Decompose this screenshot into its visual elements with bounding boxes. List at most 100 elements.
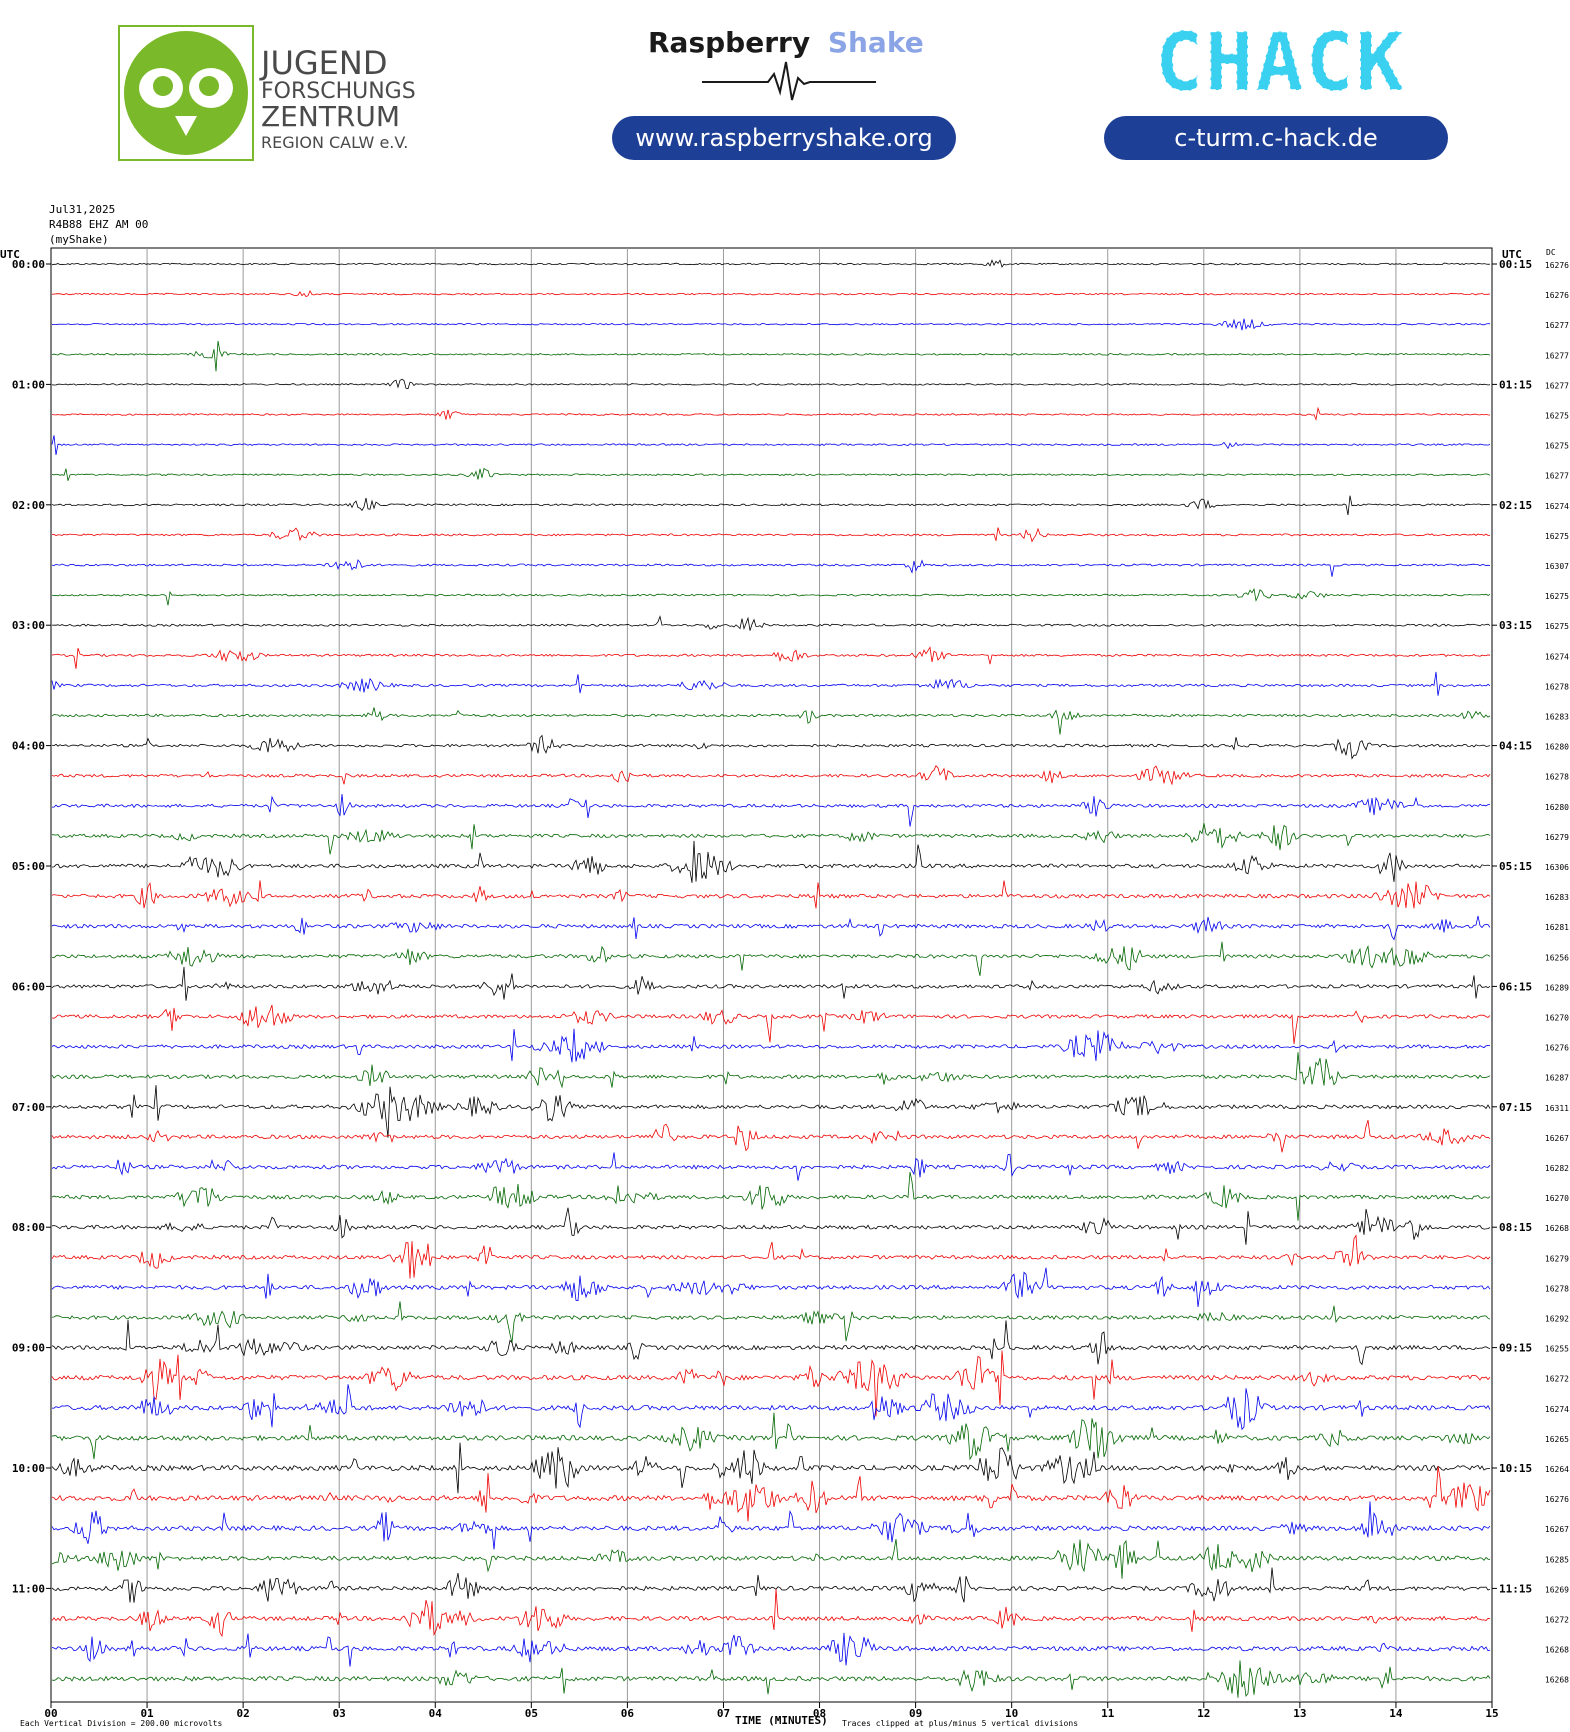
- trace-line: [51, 1207, 1491, 1245]
- dc-value: 16267: [1545, 1525, 1569, 1534]
- dc-value: 16275: [1545, 532, 1569, 541]
- left-axis-label: UTC: [0, 248, 20, 261]
- time-label-right: 01:15: [1499, 378, 1532, 391]
- dc-value: 16307: [1545, 562, 1569, 571]
- time-label-left: 09:00: [12, 1342, 45, 1355]
- trace-line: [51, 495, 1491, 516]
- trace-line: [51, 340, 1491, 372]
- time-label-left: 04:00: [12, 740, 45, 753]
- time-label-right: 09:15: [1499, 1342, 1532, 1355]
- trace-line: [51, 259, 1491, 268]
- time-label-left: 02:00: [12, 499, 45, 512]
- dc-value: 16275: [1545, 592, 1569, 601]
- meta-station: R4B88 EHZ AM 00: [49, 218, 148, 231]
- raspberryshake-url-pill[interactable]: www.raspberryshake.org: [612, 116, 956, 160]
- trace-line: [51, 823, 1491, 855]
- trace-line: [51, 1384, 1491, 1431]
- meta-source: (myShake): [49, 233, 109, 246]
- dc-value: 16275: [1545, 412, 1569, 421]
- dc-value: 16279: [1545, 833, 1569, 842]
- chack-url-pill[interactable]: c-turm.c-hack.de: [1104, 116, 1448, 160]
- x-tick-label: 00: [44, 1707, 57, 1720]
- dc-value: 16292: [1545, 1315, 1569, 1324]
- trace-line: [51, 707, 1491, 735]
- trace-line: [51, 880, 1491, 909]
- trace-line: [51, 1412, 1491, 1461]
- meta-date: Jul31,2025: [49, 203, 115, 216]
- dc-value: 16287: [1545, 1074, 1569, 1083]
- trace-line: [51, 1466, 1491, 1522]
- x-tick-label: 10: [1005, 1707, 1018, 1720]
- trace-line: [51, 1319, 1491, 1366]
- time-label-right: 00:15: [1499, 258, 1532, 271]
- time-label-left: 10:00: [12, 1462, 45, 1475]
- dc-value: 16267: [1545, 1134, 1569, 1143]
- dc-value: 16272: [1545, 1616, 1569, 1625]
- footer-right: Traces clipped at plus/minus 5 vertical …: [842, 1719, 1078, 1728]
- x-tick-label: 03: [333, 1707, 346, 1720]
- trace-line: [51, 1350, 1491, 1417]
- trace-line: [51, 1028, 1491, 1063]
- dc-value: 16276: [1545, 261, 1569, 270]
- x-tick-label: 04: [429, 1707, 443, 1720]
- chack-logo: CHACK: [1155, 28, 1406, 98]
- jfz-line2: FORSCHUNGS: [261, 79, 415, 104]
- chack-text: CHACK: [1155, 28, 1406, 98]
- trace-line: [51, 734, 1491, 760]
- dc-value: 16268: [1545, 1676, 1569, 1685]
- trace-line: [51, 646, 1491, 669]
- trace-line: [51, 587, 1491, 606]
- dc-value: 16268: [1545, 1646, 1569, 1655]
- x-tick-label: 07: [717, 1707, 730, 1720]
- x-tick-label: 02: [237, 1707, 250, 1720]
- trace-line: [51, 527, 1490, 543]
- trace-line: [51, 1539, 1491, 1579]
- dc-value: 16274: [1545, 652, 1569, 661]
- dc-value: 16278: [1545, 1284, 1569, 1293]
- dc-value: 16276: [1545, 1495, 1569, 1504]
- trace-line: [51, 406, 1491, 421]
- dc-value: 16279: [1545, 1254, 1569, 1263]
- dc-value: 16283: [1545, 893, 1569, 902]
- dc-value: 16283: [1545, 713, 1569, 722]
- dc-value: 16277: [1545, 472, 1569, 481]
- time-label-right: 06:15: [1499, 980, 1532, 993]
- trace-line: [51, 615, 1491, 631]
- trace-line: [51, 1501, 1491, 1550]
- trace-line: [51, 289, 1491, 298]
- trace-line: [51, 1171, 1491, 1221]
- x-tick-label: 06: [621, 1707, 635, 1720]
- time-label-right: 11:15: [1499, 1582, 1532, 1595]
- time-label-right: 08:15: [1499, 1221, 1532, 1234]
- trace-line: [51, 941, 1491, 976]
- trace-line: [51, 1119, 1491, 1153]
- dc-value: 16277: [1545, 321, 1569, 330]
- trace-line: [51, 1152, 1491, 1181]
- trace-line: [51, 559, 1491, 577]
- dc-label: DC: [1546, 248, 1556, 257]
- x-tick-label: 09: [909, 1707, 922, 1720]
- trace-line: [51, 318, 1491, 331]
- dc-value: 16311: [1545, 1104, 1569, 1113]
- raspberryshake-logo: Raspberry Shake: [648, 26, 924, 101]
- x-tick-label: 11: [1101, 1707, 1115, 1720]
- trace-line: [51, 1267, 1491, 1308]
- dc-value: 16281: [1545, 923, 1569, 932]
- dc-value: 16255: [1545, 1345, 1569, 1354]
- footer-left: Each Vertical Division = 200.00 microvol…: [20, 1719, 222, 1728]
- dc-value: 16264: [1545, 1465, 1569, 1474]
- dc-value: 16278: [1545, 773, 1569, 782]
- time-label-left: 11:00: [12, 1582, 45, 1595]
- dc-value: 16272: [1545, 1375, 1569, 1384]
- time-label-right: 10:15: [1499, 1462, 1532, 1475]
- trace-line: [51, 966, 1491, 1001]
- dc-value: 16265: [1545, 1435, 1569, 1444]
- rs-word1: Raspberry: [648, 26, 810, 59]
- dc-value: 16280: [1545, 803, 1569, 812]
- plot-traces: [51, 259, 1491, 1698]
- trace-line: [51, 1085, 1491, 1138]
- time-label-right: 07:15: [1499, 1101, 1532, 1114]
- dc-value: 16268: [1545, 1224, 1569, 1233]
- trace-line: [51, 1004, 1491, 1045]
